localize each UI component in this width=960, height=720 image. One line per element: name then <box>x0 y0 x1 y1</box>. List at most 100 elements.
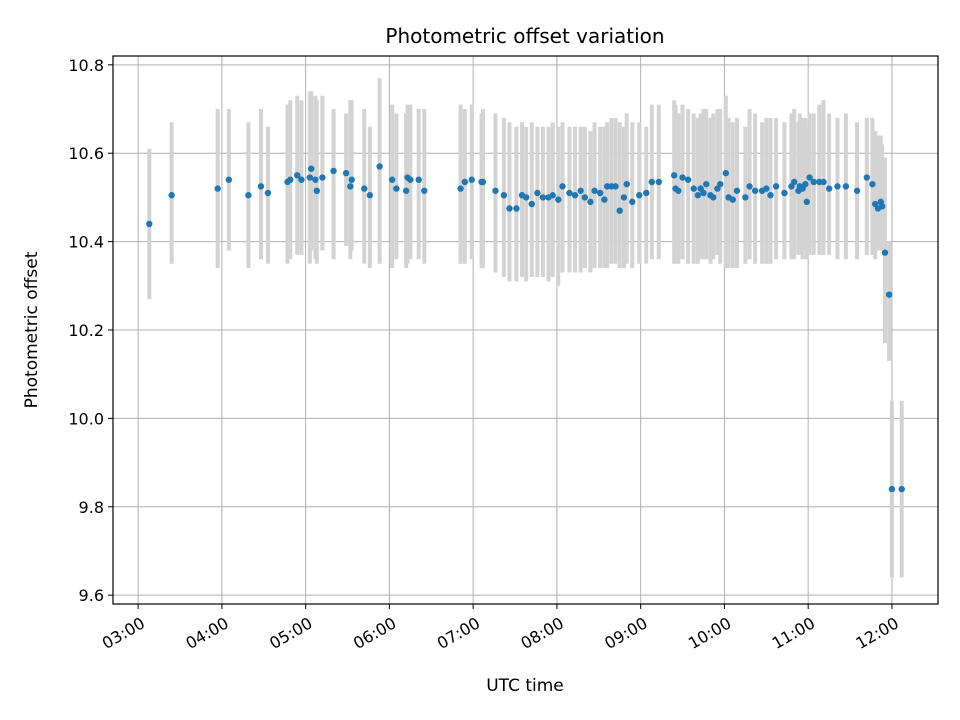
data-point <box>616 207 623 214</box>
data-point <box>457 185 464 192</box>
data-point <box>878 203 886 210</box>
data-point <box>421 187 428 194</box>
data-point <box>264 189 272 197</box>
data-point <box>506 205 513 212</box>
data-point <box>863 174 871 181</box>
data-point <box>742 194 749 201</box>
data-point <box>700 189 707 197</box>
data-point <box>330 167 337 175</box>
data-point <box>522 194 530 201</box>
data-point <box>587 198 594 206</box>
data-point <box>717 180 724 188</box>
data-point <box>581 194 589 201</box>
data-point <box>225 176 233 183</box>
y-tick-label: 10.4 <box>68 233 104 252</box>
data-point <box>245 192 252 199</box>
data-point <box>612 183 619 190</box>
data-point <box>733 187 741 194</box>
data-point <box>342 169 350 177</box>
data-point <box>763 185 770 192</box>
data-point <box>675 187 682 194</box>
data-point <box>393 185 400 192</box>
data-point <box>802 180 809 188</box>
data-point <box>566 189 573 197</box>
data-point <box>313 187 321 194</box>
data-point <box>670 172 678 179</box>
data-point <box>407 176 414 183</box>
data-point <box>461 178 468 186</box>
data-point <box>888 485 896 493</box>
data-point <box>534 189 541 197</box>
data-point <box>308 165 315 172</box>
data-point <box>623 180 630 188</box>
data-point <box>746 183 753 190</box>
data-point <box>402 187 410 194</box>
data-point <box>881 249 889 256</box>
data-point <box>559 183 566 190</box>
data-point <box>853 187 861 194</box>
data-point <box>312 176 319 183</box>
data-point <box>729 196 736 203</box>
data-point <box>620 194 628 201</box>
chart-title: Photometric offset variation <box>385 24 664 48</box>
data-point <box>898 485 905 493</box>
y-axis-label: Photometric offset <box>22 251 42 408</box>
y-tick-label: 10.0 <box>68 409 104 428</box>
data-point <box>366 192 374 199</box>
data-point <box>885 291 893 298</box>
data-point <box>306 174 314 181</box>
data-point <box>643 189 650 197</box>
data-point <box>772 183 780 190</box>
data-point <box>601 196 608 203</box>
data-point <box>500 192 508 199</box>
data-point <box>168 192 175 199</box>
data-point <box>539 194 547 201</box>
data-point <box>684 176 692 183</box>
data-point <box>791 178 798 186</box>
data-points <box>146 163 905 493</box>
data-point <box>571 192 579 199</box>
data-point <box>287 176 294 183</box>
data-point <box>834 183 841 190</box>
data-point <box>577 187 584 194</box>
data-point <box>648 178 656 186</box>
data-point <box>629 198 636 206</box>
data-point <box>636 192 643 199</box>
y-tick-label: 10.2 <box>68 321 104 340</box>
data-point <box>468 176 475 183</box>
data-point <box>528 200 535 208</box>
data-point <box>549 192 556 199</box>
data-point <box>596 189 604 197</box>
data-point <box>820 178 827 186</box>
y-axis: 9.6 9.8 10.0 10.2 10.4 10.6 10.8 <box>68 56 113 605</box>
data-point <box>319 174 326 181</box>
y-tick-label: 10.8 <box>68 56 104 75</box>
data-point <box>690 185 697 192</box>
data-point <box>703 180 710 188</box>
data-point <box>751 187 759 194</box>
data-point <box>869 180 876 188</box>
data-point <box>388 176 396 183</box>
data-point <box>513 205 520 212</box>
data-point <box>294 172 301 179</box>
data-point <box>214 185 221 192</box>
data-point <box>679 174 686 181</box>
data-point <box>361 185 368 192</box>
data-point <box>825 185 833 192</box>
data-point <box>767 192 774 199</box>
data-point <box>781 189 788 197</box>
data-point <box>591 187 598 194</box>
data-point <box>146 220 153 228</box>
data-point <box>555 196 562 203</box>
data-point <box>347 183 354 190</box>
data-point <box>710 194 717 201</box>
data-point <box>257 183 265 190</box>
data-point <box>348 176 355 183</box>
y-tick-label: 9.8 <box>79 498 104 517</box>
x-axis-label: UTC time <box>486 676 564 696</box>
data-point <box>806 174 813 181</box>
data-point <box>415 176 422 183</box>
data-point <box>492 187 499 194</box>
